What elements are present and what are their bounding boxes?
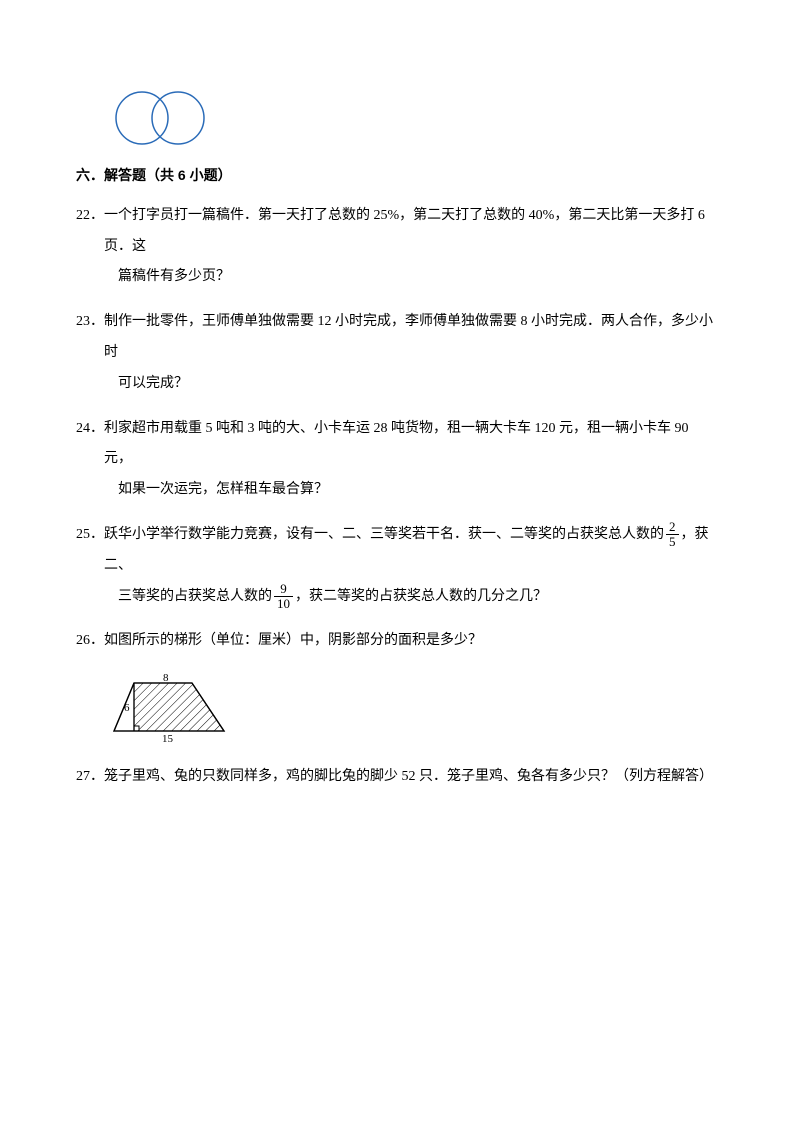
q25-frac2-num: 9: [274, 582, 293, 597]
question-24: 24． 利家超市用载重 5 吨和 3 吨的大、小卡车运 28 吨货物，租一辆大卡…: [76, 414, 717, 506]
q23-body: 制作一批零件，王师傅单独做需要 12 小时完成，李师傅单独做需要 8 小时完成．…: [104, 307, 717, 399]
trap-bottom-label: 15: [162, 733, 174, 743]
question-27: 27． 笼子里鸡、兔的只数同样多，鸡的脚比兔的脚少 52 只．笼子里鸡、兔各有多…: [76, 762, 717, 793]
question-22: 22． 一个打字员打一篇稿件．第一天打了总数的 25%，第二天打了总数的 40%…: [76, 201, 717, 293]
trapezoid-svg: 8 6 15: [104, 671, 234, 743]
question-26: 26． 如图所示的梯形（单位：厘米）中，阴影部分的面积是多少？: [76, 626, 717, 657]
q24-body: 利家超市用载重 5 吨和 3 吨的大、小卡车运 28 吨货物，租一辆大卡车 12…: [104, 414, 717, 506]
q24-number: 24．: [76, 414, 104, 506]
q25-frac1-num: 2: [666, 520, 679, 535]
q25-frac2: 910: [274, 582, 293, 612]
q25-number: 25．: [76, 520, 104, 612]
q22-line2: 篇稿件有多少页？: [104, 269, 230, 284]
q25-frac1-den: 5: [666, 535, 679, 549]
venn-diagram: [96, 90, 717, 154]
q22-line1: 一个打字员打一篇稿件．第一天打了总数的 25%，第二天打了总数的 40%，第二天…: [104, 208, 705, 254]
q23-number: 23．: [76, 307, 104, 399]
q24-line2: 如果一次运完，怎样租车最合算？: [104, 482, 328, 497]
q26-body: 如图所示的梯形（单位：厘米）中，阴影部分的面积是多少？: [104, 626, 717, 657]
q25-line2b: ，获二等奖的占获奖总人数的几分之几？: [295, 589, 547, 604]
q27-text: 笼子里鸡、兔的只数同样多，鸡的脚比兔的脚少 52 只．笼子里鸡、兔各有多少只？（…: [104, 769, 713, 784]
venn-svg: [96, 90, 224, 146]
q23-line2: 可以完成？: [104, 376, 188, 391]
trapezoid-figure: 8 6 15: [104, 671, 717, 751]
q24-line1: 利家超市用载重 5 吨和 3 吨的大、小卡车运 28 吨货物，租一辆大卡车 12…: [104, 421, 689, 467]
q22-body: 一个打字员打一篇稿件．第一天打了总数的 25%，第二天打了总数的 40%，第二天…: [104, 201, 717, 293]
q23-line1: 制作一批零件，王师傅单独做需要 12 小时完成，李师傅单独做需要 8 小时完成．…: [104, 314, 713, 360]
q27-body: 笼子里鸡、兔的只数同样多，鸡的脚比兔的脚少 52 只．笼子里鸡、兔各有多少只？（…: [104, 762, 717, 793]
q25-body: 跃华小学举行数学能力竞赛，设有一、二、三等奖若干名．获一、二等奖的占获奖总人数的…: [104, 520, 717, 612]
question-23: 23． 制作一批零件，王师傅单独做需要 12 小时完成，李师傅单独做需要 8 小…: [76, 307, 717, 399]
q27-number: 27．: [76, 762, 104, 793]
q26-number: 26．: [76, 626, 104, 657]
trap-top-label: 8: [163, 672, 169, 684]
section-title: 六．解答题（共 6 小题）: [76, 164, 717, 186]
q22-number: 22．: [76, 201, 104, 293]
q25-part1: 跃华小学举行数学能力竞赛，设有一、二、三等奖若干名．获一、二等奖的占获奖总人数的: [104, 527, 664, 542]
q25-line2a: 三等奖的占获奖总人数的: [104, 589, 272, 604]
q25-frac2-den: 10: [274, 597, 293, 611]
q26-text: 如图所示的梯形（单位：厘米）中，阴影部分的面积是多少？: [104, 633, 482, 648]
question-25: 25． 跃华小学举行数学能力竞赛，设有一、二、三等奖若干名．获一、二等奖的占获奖…: [76, 520, 717, 612]
q25-frac1: 25: [666, 520, 679, 550]
